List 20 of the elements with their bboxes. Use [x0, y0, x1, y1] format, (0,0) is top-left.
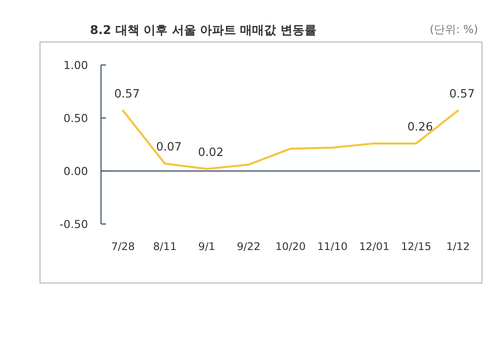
- y-tick-label: -0.50: [60, 218, 88, 231]
- x-tick-label: 8/11: [153, 241, 177, 253]
- x-tick-label: 1/12: [446, 241, 470, 253]
- y-tick-label: 0.50: [64, 112, 88, 125]
- chart-title: 8.2 대책 이후 서울 아파트 매매값 변동률: [90, 23, 316, 37]
- x-tick-label: 11/10: [317, 241, 348, 253]
- data-label: 0.57: [449, 86, 475, 101]
- x-tick-label: 12/15: [400, 241, 432, 253]
- data-label: 0.26: [407, 119, 433, 134]
- y-tick-label: 1.00: [64, 59, 88, 72]
- data-label: 0.07: [156, 140, 182, 154]
- x-tick-label: 9/22: [236, 241, 260, 253]
- data-label: 0.57: [114, 86, 140, 101]
- y-tick-label: 0.00: [64, 165, 88, 178]
- text: (단위: %): [430, 23, 478, 36]
- x-tick-label: 10/20: [275, 241, 306, 253]
- data-label: 0.02: [198, 144, 224, 159]
- x-tick-label: 7/28: [111, 241, 135, 253]
- x-tick-label: 9/1: [198, 241, 216, 253]
- x-tick-label: 12/01: [359, 241, 390, 253]
